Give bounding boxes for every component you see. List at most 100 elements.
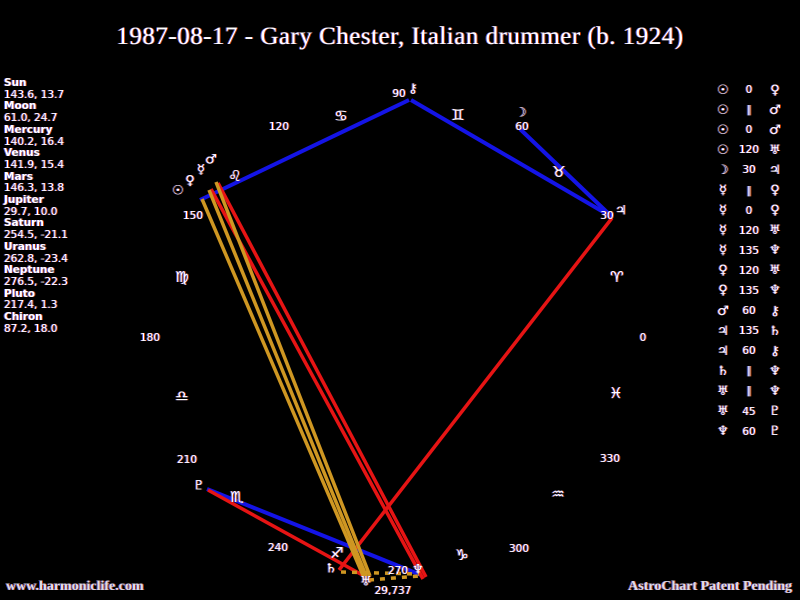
aspect-planet1-glyph: ☿ bbox=[719, 223, 727, 239]
planet-coordinates: 276.5, -22.3 bbox=[4, 275, 68, 288]
aspect-line-uranus-neptune bbox=[368, 574, 420, 582]
aspect-line-moon-jupiter bbox=[518, 127, 614, 219]
zodiac-glyph-scorpio: ♏ bbox=[230, 488, 244, 506]
zodiac-glyph-libra: ♎ bbox=[175, 387, 189, 405]
aspect-planet1-glyph: ♃ bbox=[717, 323, 729, 339]
degree-label: 120 bbox=[268, 121, 290, 133]
planet-glyph-uranus: ♅ bbox=[360, 574, 372, 590]
planet-glyph-jupiter: ♃ bbox=[615, 203, 627, 219]
aspect-angle: 0 bbox=[745, 204, 753, 217]
degree-label: 300 bbox=[508, 543, 530, 555]
planet-name: Saturn bbox=[4, 217, 44, 230]
aspect-line-sun-uranus bbox=[200, 198, 367, 581]
aspect-row: ☿ ∥ ♀ bbox=[712, 180, 786, 200]
aspect-planet2-glyph: ♆ bbox=[769, 283, 781, 299]
aspect-line-saturn-neptune bbox=[340, 570, 420, 576]
aspect-row: ☿ 120 ♅ bbox=[712, 221, 786, 241]
aspect-row: ☿ 0 ♀ bbox=[712, 201, 786, 221]
aspect-planet1-glyph: ♅ bbox=[717, 383, 729, 399]
planet-coordinates: 143.6, 13.7 bbox=[4, 88, 65, 101]
aspect-planet2-glyph: ⚷ bbox=[770, 303, 780, 319]
aspect-row: ♄ ∥ ♆ bbox=[712, 361, 786, 381]
aspect-angle: 120 bbox=[738, 224, 760, 237]
aspect-row: ♀ 135 ♆ bbox=[712, 281, 786, 301]
aspect-line-mercury-uranus bbox=[214, 181, 372, 577]
planet-coordinates: 254.5, -21.1 bbox=[4, 229, 68, 242]
aspect-planet2-glyph: ♂ bbox=[769, 102, 781, 118]
aspect-planet2-glyph: ♀ bbox=[770, 82, 780, 98]
aspect-row: ♃ 60 ⚷ bbox=[712, 341, 786, 361]
aspect-planet1-glyph: ☉ bbox=[717, 142, 729, 158]
planet-glyph-moon: ☽ bbox=[515, 105, 527, 121]
aspect-planet1-glyph: ☉ bbox=[717, 122, 729, 138]
aspect-planet2-glyph: ♅ bbox=[769, 142, 781, 158]
zodiac-glyph-pisces: ♓ bbox=[609, 384, 623, 402]
page-title: 1987-08-17 - Gary Chester, Italian drumm… bbox=[116, 23, 684, 50]
aspect-line-mars-chiron bbox=[199, 98, 410, 202]
aspect-angle: 135 bbox=[738, 244, 760, 257]
aspect-angle: 120 bbox=[738, 144, 760, 157]
planet-position-panel: Sun 143.6, 13.7 Moon 61.0, 24.7 Mercury 140.2… bbox=[4, 77, 68, 335]
aspect-planet1-glyph: ☉ bbox=[717, 82, 729, 98]
aspect-planet1-glyph: ♄ bbox=[717, 363, 729, 379]
aspect-planet2-glyph: ♇ bbox=[769, 404, 781, 420]
aspect-planet2-glyph: ♀ bbox=[770, 203, 780, 219]
planet-coordinates: 262.8, -23.4 bbox=[4, 252, 68, 265]
aspect-planet2-glyph: ♂ bbox=[769, 122, 781, 138]
planet-coordinates: 141.9, 15.4 bbox=[4, 158, 65, 171]
aspect-angle: 60 bbox=[742, 425, 756, 438]
planet-coordinates: 61.0, 24.7 bbox=[4, 112, 58, 125]
aspect-line-pluto-neptune bbox=[206, 487, 422, 577]
aspect-angle: ∥ bbox=[746, 104, 752, 117]
aspect-angle: 135 bbox=[738, 284, 760, 297]
aspect-angle: 45 bbox=[742, 405, 756, 418]
planet-glyph-neptune: ♆ bbox=[412, 562, 424, 578]
planet-glyph-chiron: ⚷ bbox=[408, 81, 418, 97]
planet-name: Moon bbox=[4, 100, 37, 113]
planet-name: Mercury bbox=[4, 123, 53, 136]
aspect-row: ♀ 120 ♅ bbox=[712, 261, 786, 281]
website-url: www.harmoniclife.com bbox=[6, 579, 144, 594]
aspect-row: ☉ 120 ♅ bbox=[712, 140, 786, 160]
aspect-planet2-glyph: ♀ bbox=[770, 183, 780, 199]
zodiac-glyph-capricorn: ♑ bbox=[455, 546, 469, 564]
aspect-angle: 135 bbox=[738, 325, 760, 338]
planet-coordinates: 146.3, 13.8 bbox=[4, 182, 65, 195]
planet-name: Sun bbox=[4, 77, 27, 89]
aspect-planet2-glyph: ♃ bbox=[769, 162, 781, 178]
aspect-angle: 60 bbox=[742, 345, 756, 358]
aspect-line-venus-neptune bbox=[209, 188, 425, 580]
planet-glyph-venus: ♀ bbox=[185, 173, 195, 189]
planet-glyph-mars: ♂ bbox=[205, 152, 217, 168]
aspect-planet2-glyph: ♆ bbox=[769, 363, 781, 379]
aspect-planet1-glyph: ☿ bbox=[719, 243, 727, 259]
planet-coordinates: 140.2, 16.4 bbox=[4, 135, 65, 148]
aspect-row: ☽ 30 ♃ bbox=[712, 160, 786, 180]
aspect-angle: 30 bbox=[742, 164, 756, 177]
planet-name: Chiron bbox=[4, 311, 43, 324]
aspect-list-panel: ☉ 0 ♀ ☉ ∥ ♂ ☉ 0 ♂ ☉ 120 ♅ ☽ 30 ♃ ☿ ∥ ♀ ☿ 0 ♀ ☿ 120 ♅ ☿ 135 ♆ ♀ 120 ♅ ♀… bbox=[712, 80, 786, 442]
aspect-angle: ∥ bbox=[746, 184, 752, 197]
planet-coordinates: 29.7, 10.0 bbox=[4, 205, 58, 218]
aspect-angle: 60 bbox=[742, 305, 756, 318]
aspect-planet1-glyph: ♀ bbox=[718, 283, 728, 299]
aspect-planet1-glyph: ♆ bbox=[717, 424, 729, 440]
planet-name: Neptune bbox=[4, 264, 55, 277]
degree-label: 60 bbox=[515, 121, 529, 133]
planet-name: Uranus bbox=[4, 240, 46, 253]
branding-text: AstroChart Patent Pending bbox=[628, 579, 792, 594]
aspect-planet1-glyph: ☽ bbox=[717, 162, 729, 178]
aspect-angle: 0 bbox=[745, 84, 753, 97]
planet-glyph-saturn: ♄ bbox=[325, 561, 337, 577]
degree-label: 30 bbox=[600, 210, 614, 222]
degree-label: 270 bbox=[387, 565, 409, 577]
aspect-row: ☿ 135 ♆ bbox=[712, 241, 786, 261]
aspect-line-pluto-uranus bbox=[207, 488, 367, 579]
aspect-row: ♆ 60 ♇ bbox=[712, 422, 786, 442]
aspect-row: ☉ ∥ ♂ bbox=[712, 100, 786, 120]
aspect-row: ♅ ∥ ♆ bbox=[712, 381, 786, 401]
planet-glyph-pluto: ♇ bbox=[193, 478, 205, 494]
planet-name: Mars bbox=[4, 170, 33, 183]
